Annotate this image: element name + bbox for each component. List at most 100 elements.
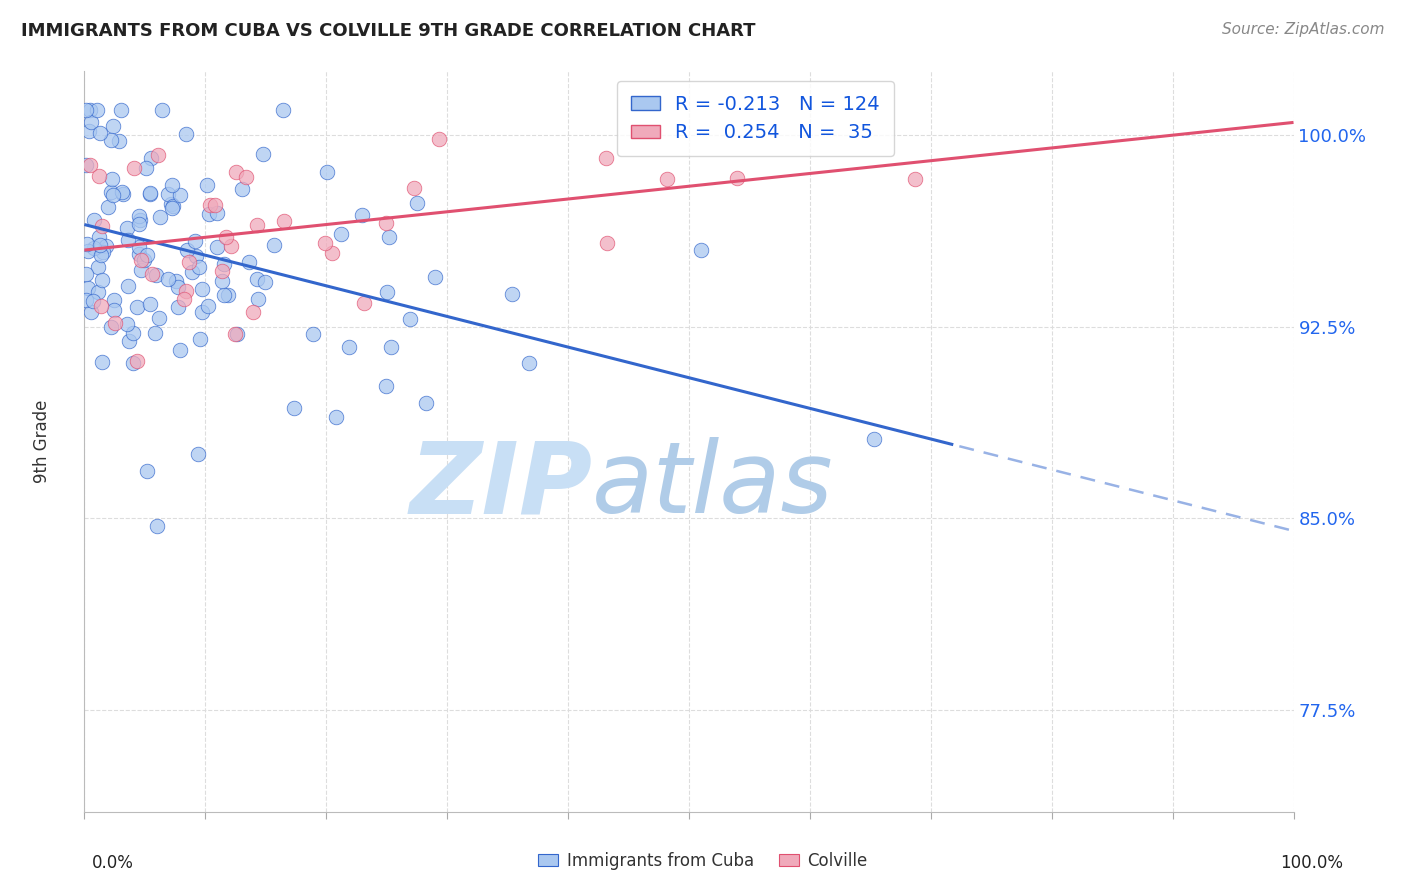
Point — [141, 268, 163, 282]
Point — [77, 281, 100, 295]
Point — [100, 172, 122, 186]
Point — [135, 464, 157, 478]
Point — [100, 320, 122, 334]
Point — [121, 326, 143, 341]
Text: Source: ZipAtlas.com: Source: ZipAtlas.com — [1222, 22, 1385, 37]
Point — [301, 326, 323, 341]
Point — [169, 188, 191, 202]
Point — [146, 519, 169, 533]
Point — [128, 217, 150, 231]
Point — [125, 300, 148, 314]
Point — [122, 161, 145, 175]
Point — [375, 378, 398, 392]
Point — [188, 332, 211, 346]
Legend: Immigrants from Cuba, Colville: Immigrants from Cuba, Colville — [531, 846, 875, 877]
Point — [80, 115, 103, 129]
Point — [75, 158, 97, 172]
Point — [205, 240, 228, 254]
Point — [90, 219, 112, 234]
Point — [252, 147, 274, 161]
Point — [159, 197, 181, 211]
Point — [595, 151, 617, 165]
Point — [75, 293, 97, 308]
Point — [104, 316, 127, 330]
Point — [80, 305, 103, 319]
Point — [314, 235, 336, 250]
Point — [148, 311, 170, 326]
Point — [184, 234, 207, 248]
Text: 100.0%: 100.0% — [1279, 855, 1343, 872]
Point — [402, 180, 425, 194]
Text: 9th Grade: 9th Grade — [32, 400, 51, 483]
Point — [156, 272, 179, 286]
Point — [90, 248, 112, 262]
Point — [904, 172, 927, 186]
Point — [406, 196, 429, 211]
Point — [79, 103, 101, 117]
Point — [197, 299, 219, 313]
Point — [427, 131, 450, 145]
Point — [321, 246, 343, 260]
Point — [166, 280, 188, 294]
Point — [103, 293, 125, 307]
Point — [103, 302, 125, 317]
Point — [238, 255, 260, 269]
Point — [198, 198, 221, 212]
Point — [82, 293, 104, 308]
Point — [139, 297, 162, 311]
Point — [186, 248, 208, 262]
Point — [246, 272, 269, 286]
Point — [90, 299, 112, 313]
Point — [330, 227, 353, 241]
Point — [87, 230, 110, 244]
Point — [75, 268, 97, 282]
Point — [141, 151, 163, 165]
Point — [316, 165, 339, 179]
Point — [148, 147, 170, 161]
Point — [174, 127, 197, 141]
Point — [378, 230, 401, 244]
Point — [128, 240, 150, 254]
Point — [211, 274, 233, 288]
Point — [75, 103, 97, 117]
Point — [150, 103, 173, 117]
Point — [225, 165, 247, 179]
Point — [91, 245, 114, 260]
Point — [89, 126, 111, 140]
Point — [725, 170, 748, 185]
Point — [129, 212, 152, 227]
Point — [83, 213, 105, 227]
Point — [337, 340, 360, 354]
Point — [169, 343, 191, 358]
Point — [100, 185, 122, 199]
Point — [224, 327, 246, 342]
Point — [415, 396, 437, 410]
Point — [517, 356, 540, 370]
Point — [187, 447, 209, 461]
Point — [204, 198, 226, 212]
Point — [101, 187, 124, 202]
Point — [135, 161, 157, 176]
Point — [121, 356, 143, 370]
Point — [86, 103, 108, 117]
Point — [165, 274, 187, 288]
Point — [143, 326, 166, 341]
Point — [231, 182, 253, 196]
Point — [117, 278, 139, 293]
Point — [195, 178, 218, 192]
Point — [273, 214, 295, 228]
Point — [253, 275, 276, 289]
Point — [83, 241, 105, 255]
Point — [89, 238, 111, 252]
Point — [76, 236, 98, 251]
Point — [246, 219, 269, 233]
Point — [129, 263, 152, 277]
Point — [176, 244, 198, 258]
Point — [177, 255, 200, 269]
Point — [87, 285, 110, 300]
Point — [139, 186, 162, 201]
Point — [380, 341, 402, 355]
Point — [212, 257, 235, 271]
Point — [87, 260, 110, 274]
Point — [247, 292, 270, 306]
